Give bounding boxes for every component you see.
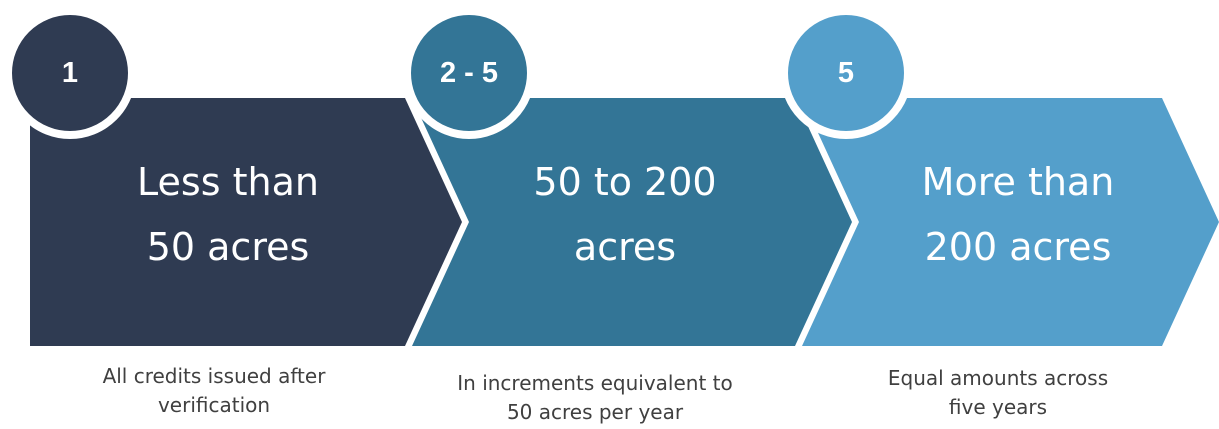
step-3-caption-line2: five years xyxy=(948,395,1048,419)
step-2-caption-line1: In increments equivalent to xyxy=(457,371,733,395)
step-2-caption: In increments equivalent to 50 acres per… xyxy=(430,369,760,427)
step-1-chevron xyxy=(30,98,462,346)
step-2-badge xyxy=(403,7,535,139)
step-3-chevron xyxy=(802,98,1219,346)
step-1-title-line1: Less than xyxy=(137,160,319,204)
step-3-title-line2: 200 acres xyxy=(925,225,1112,269)
step-2-title-line2: acres xyxy=(574,225,676,269)
step-1-badge-number: 1 xyxy=(62,57,78,89)
step-3-badge xyxy=(780,7,912,139)
step-3-badge-number: 5 xyxy=(838,57,854,89)
step-1-caption-line1: All credits issued after xyxy=(102,364,326,388)
step-2-badge-number: 2 - 5 xyxy=(440,57,498,89)
step-1-caption: All credits issued after verification xyxy=(49,362,379,420)
step-1-caption-line2: verification xyxy=(157,393,271,417)
step-3-caption: Equal amounts across five years xyxy=(833,364,1163,422)
step-3-title-line1: More than xyxy=(922,160,1115,204)
step-1-badge xyxy=(4,7,136,139)
step-2-chevron xyxy=(412,98,852,346)
step-2-title-line1: 50 to 200 xyxy=(533,160,716,204)
step-3-caption-line1: Equal amounts across xyxy=(887,366,1109,390)
step-2-caption-line2: 50 acres per year xyxy=(506,400,684,424)
step-1-title-line2: 50 acres xyxy=(147,225,310,269)
